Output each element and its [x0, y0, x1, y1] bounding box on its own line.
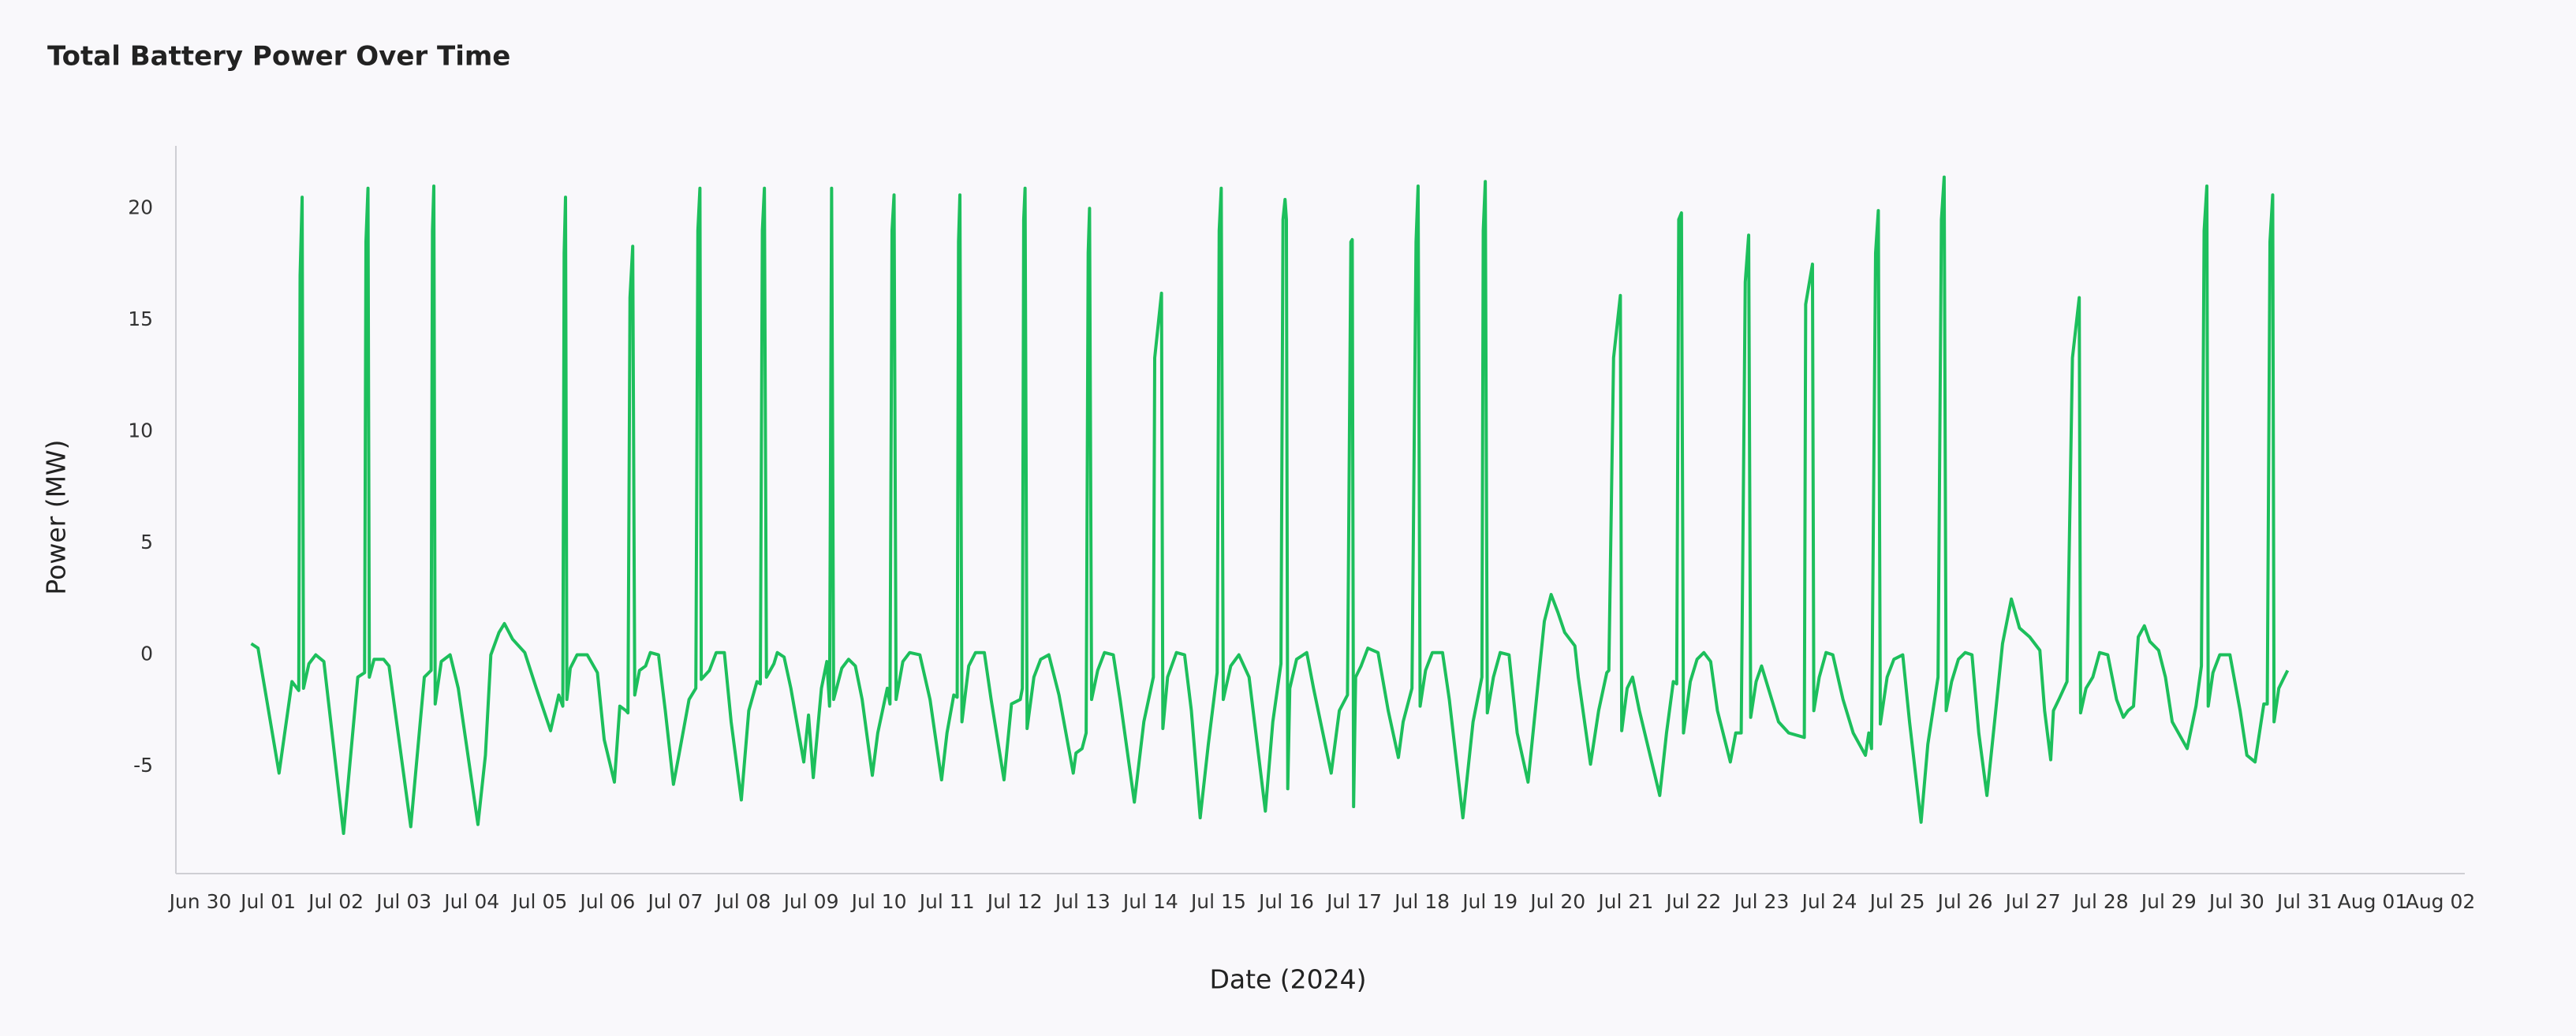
x-tick-label: Jul 25 [1869, 890, 1925, 913]
x-tick-label: Jul 24 [1801, 890, 1857, 913]
x-tick-label: Jul 15 [1189, 890, 1246, 913]
x-tick-label: Jul 07 [646, 890, 703, 913]
x-tick-label: Jul 12 [986, 890, 1043, 913]
x-tick-label: Jul 14 [1122, 890, 1178, 913]
x-tick-label: Jul 22 [1664, 890, 1721, 913]
y-tick-label: 20 [128, 196, 153, 218]
x-tick-label: Aug 01 [2338, 890, 2408, 913]
x-tick-label: Jul 23 [1732, 890, 1789, 913]
x-tick-label: Jul 10 [850, 890, 907, 913]
y-tick-label: -5 [133, 754, 153, 777]
chart-title: Total Battery Power Over Time [47, 41, 510, 73]
x-tick-label: Jul 06 [578, 890, 635, 913]
x-tick-label: Jun 30 [168, 890, 232, 913]
x-tick-label: Jul 21 [1596, 890, 1653, 913]
x-tick-label: Jul 20 [1529, 890, 1585, 913]
x-axis-title: Date (2024) [1209, 964, 1366, 995]
x-tick-label: Jul 08 [715, 890, 771, 913]
x-tick-label: Aug 02 [2406, 890, 2476, 913]
x-tick-label: Jul 19 [1461, 890, 1518, 913]
x-tick-label: Jul 04 [442, 890, 499, 913]
y-tick-label: 10 [128, 419, 153, 442]
y-tick-label: 15 [128, 307, 153, 330]
x-tick-label: Jul 18 [1393, 890, 1450, 913]
y-tick-label: 5 [140, 531, 153, 553]
x-tick-label: Jul 03 [375, 890, 431, 913]
x-tick-label: Jul 29 [2140, 890, 2197, 913]
x-tick-label: Jul 27 [2004, 890, 2061, 913]
y-tick-label: 0 [140, 643, 153, 665]
x-tick-label: Jul 16 [1257, 890, 1314, 913]
data-line [250, 175, 2290, 836]
x-tick-label: Jul 02 [307, 890, 364, 913]
x-tick-label: Jul 31 [2275, 890, 2332, 913]
y-axis-title: Power (MW) [41, 439, 72, 594]
x-tick-label: Jul 26 [1936, 890, 1993, 913]
x-tick-label: Jul 01 [239, 890, 296, 913]
x-tick-label: Jul 11 [918, 890, 975, 913]
x-tick-label: Jul 28 [2072, 890, 2129, 913]
x-tick-label: Jul 09 [782, 890, 839, 913]
x-tick-label: Jul 17 [1325, 890, 1382, 913]
x-tick-label: Jul 05 [510, 890, 567, 913]
x-tick-label: Jul 13 [1054, 890, 1111, 913]
x-tick-label: Jul 30 [2208, 890, 2264, 913]
